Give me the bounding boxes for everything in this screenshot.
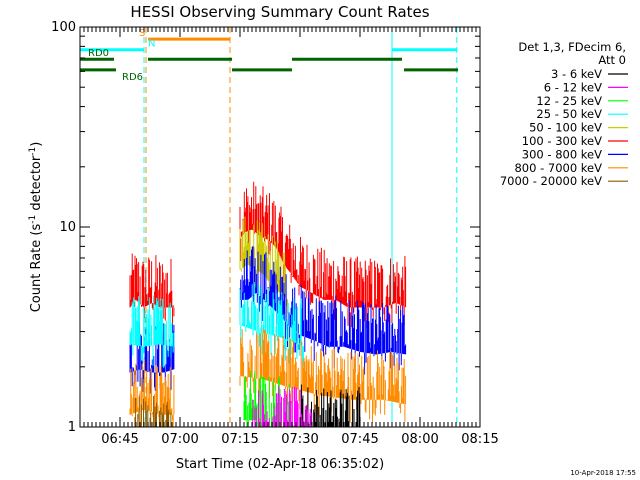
series-8 — [134, 396, 172, 427]
series-trace — [239, 181, 407, 328]
legend-label: 12 - 25 keV — [536, 94, 602, 108]
x-tick-label: 08:00 — [401, 432, 438, 447]
x-tick-label: 06:45 — [101, 432, 138, 447]
flag-label: N — [148, 39, 155, 50]
x-tick-label: 07:30 — [281, 432, 318, 447]
legend-label: 6 - 12 keV — [544, 80, 602, 94]
legend-label: 7000 - 20000 keV — [500, 174, 602, 188]
y-axis-label-part: -1 — [28, 215, 38, 224]
legend-header: Det 1,3, FDecim 6, — [518, 40, 626, 54]
y-axis-label-part: -1 — [28, 147, 38, 156]
chart-title: HESSI Observing Summary Count Rates — [130, 3, 429, 21]
legend-label: 800 - 7000 keV — [514, 161, 602, 175]
axis-ticks: 06:45 07:00 07:15 07:30 07:45 08:00 08:15 1 10 10… — [51, 20, 499, 447]
x-axis-label: Start Time (02-Apr-18 06:35:02) — [176, 457, 384, 472]
series-trace — [129, 295, 175, 369]
flag-label: S — [139, 28, 145, 39]
flag-label: RD0 — [88, 48, 109, 59]
x-tick-label: 07:15 — [221, 432, 258, 447]
timestamp: 10-Apr-2018 17:55 — [570, 469, 636, 477]
y-axis-label-part: detector — [29, 155, 44, 215]
y-axis-label-part: ) — [29, 142, 44, 147]
y-axis-label-part: Count Rate (s — [29, 224, 44, 313]
legend-label: 300 - 800 keV — [522, 147, 602, 161]
flag-bars: SN RD0 RD6 — [80, 28, 458, 83]
y-axis-label: Count Rate (s-1 detector-1) — [28, 142, 44, 313]
y-tick-label: 1 — [68, 420, 76, 435]
legend-label: 50 - 100 keV — [529, 121, 602, 135]
series-lines — [129, 181, 407, 427]
x-tick-label: 08:15 — [461, 432, 498, 447]
series-trace — [239, 328, 407, 423]
series-trace — [134, 396, 172, 427]
flag-label: RD6 — [122, 72, 143, 83]
y-tick-label: 100 — [51, 20, 76, 35]
y-tick-label: 10 — [59, 220, 76, 235]
series-3 — [129, 282, 304, 369]
legend-label: 3 - 6 keV — [551, 67, 602, 81]
x-tick-label: 07:45 — [341, 432, 378, 447]
legend-label: 100 - 300 keV — [522, 134, 602, 148]
x-tick-label: 07:00 — [161, 432, 198, 447]
legend-header: Att 0 — [598, 53, 626, 67]
legend-label: 25 - 50 keV — [536, 107, 602, 121]
series-trace — [129, 253, 175, 329]
